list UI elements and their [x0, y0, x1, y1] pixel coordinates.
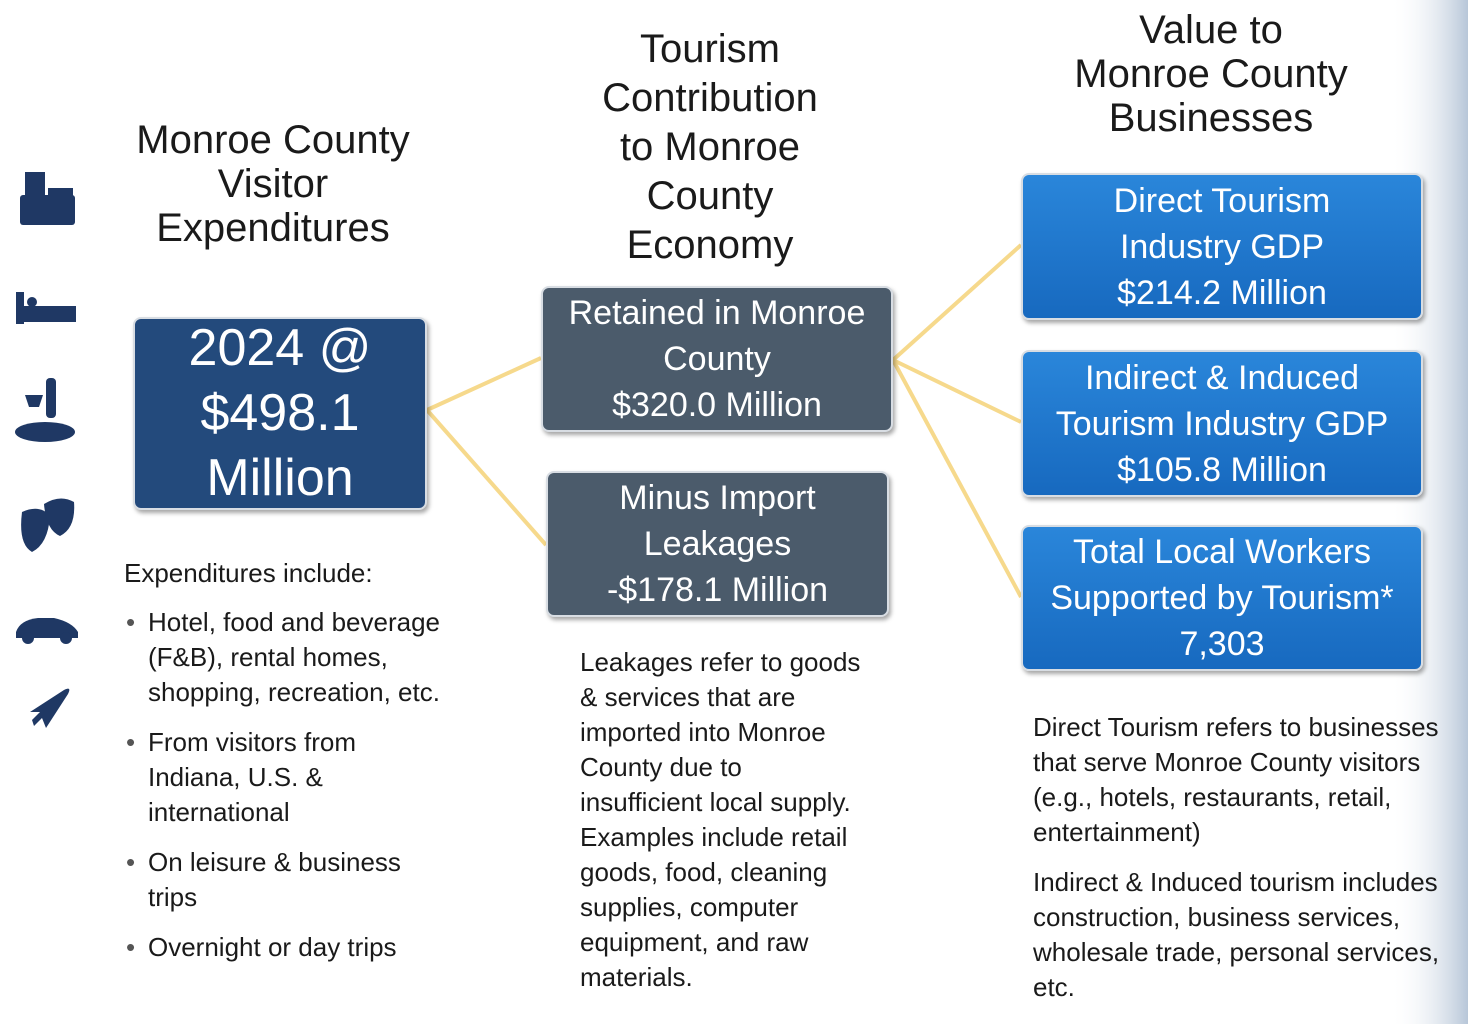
title-line: Businesses — [1108, 96, 1314, 140]
title-line: Monroe County — [1074, 52, 1348, 96]
box-line: $498.1 — [200, 384, 360, 442]
box-line: Indirect & Induced — [1084, 358, 1360, 397]
connectors — [425, 243, 1023, 598]
list-item: From visitors from Indiana, U.S. & inter… — [124, 725, 454, 830]
title-line: Economy — [626, 223, 794, 267]
box-line: $320.0 Million — [612, 386, 822, 424]
box-line: Total Local Workers — [1073, 533, 1371, 571]
list-item: On leisure & business trips — [124, 845, 454, 915]
title-line: to Monroe — [619, 125, 801, 169]
box-line: Minus Import — [619, 479, 816, 517]
note: Indirect & Induced tourism includes cons… — [1033, 867, 1440, 1002]
box-line: Retained in Monroe — [568, 294, 866, 332]
box-line: County — [663, 340, 771, 378]
title-line: Monroe County — [136, 118, 410, 162]
title-line: Expenditures — [156, 206, 390, 250]
box-line: $105.8 Million — [1117, 450, 1327, 489]
title-line: Visitor — [217, 162, 329, 206]
box-line: Supported by Tourism* — [1050, 579, 1394, 617]
expenditure-box: 2024 @ $498.1 Million — [133, 317, 427, 510]
direct-gdp-box: Direct Tourism Industry GDP $214.2 Milli… — [1021, 173, 1423, 320]
box-line: 7,303 — [1179, 625, 1265, 663]
box-line: -$178.1 Million — [606, 571, 829, 609]
title-line: Contribution — [602, 76, 818, 120]
box-line: $214.2 Million — [1117, 273, 1327, 312]
background-image — [1390, 0, 1468, 1024]
leakage-box: Minus Import Leakages -$178.1 Million — [546, 471, 889, 617]
title-line: Tourism — [639, 27, 781, 71]
box-line: Tourism Industry GDP — [1055, 404, 1389, 443]
right-notes: Direct Tourism refers to businesses that… — [1033, 710, 1463, 1005]
workers-box: Total Local Workers Supported by Tourism… — [1021, 525, 1423, 671]
list-block: Expenditures include: Hotel, food and be… — [124, 556, 454, 980]
list-item: Hotel, food and beverage (F&B), rental h… — [124, 605, 454, 710]
note: Direct Tourism refers to businesses that… — [1033, 712, 1439, 847]
indirect-gdp-box: Indirect & Induced Tourism Industry GDP … — [1021, 350, 1423, 497]
icons — [15, 172, 78, 728]
box-line: Industry GDP — [1119, 227, 1325, 266]
box-line: 2024 @ — [188, 319, 372, 377]
left-title: Monroe County Visitor Expenditures — [113, 118, 433, 250]
box-line: Leakages — [643, 525, 792, 563]
list: Hotel, food and beverage (F&B), rental h… — [124, 605, 454, 965]
list-item: Overnight or day trips — [124, 930, 454, 965]
title-line: County — [646, 174, 774, 218]
box-line: Direct Tourism — [1113, 181, 1331, 220]
leakage-note: Leakages refer to goods & services that … — [580, 647, 861, 992]
right-title: Value to Monroe County Businesses — [1051, 8, 1371, 140]
box-line: Million — [206, 449, 354, 507]
title-line: Value to — [1139, 8, 1283, 52]
retained-box: Retained in Monroe County $320.0 Million — [541, 286, 893, 432]
middle-title: Tourism Contribution to Monroe County Ec… — [580, 25, 840, 270]
list-heading: Expenditures include: — [124, 558, 373, 588]
